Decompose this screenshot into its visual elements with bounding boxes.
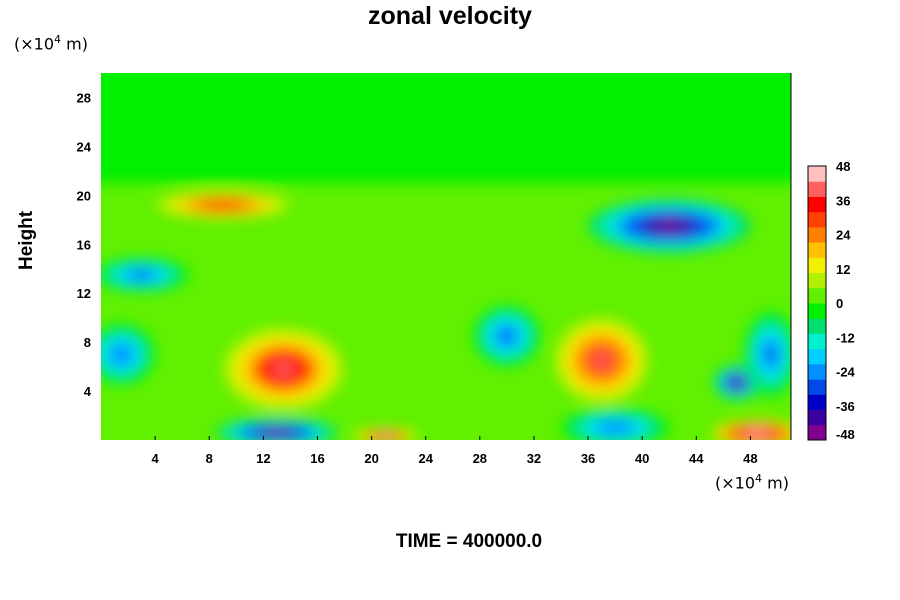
x-tick-label: 24 bbox=[418, 451, 433, 466]
colorbar-segment bbox=[808, 409, 826, 426]
colorbar-segment bbox=[808, 287, 826, 304]
x-tick-label: 20 bbox=[364, 451, 378, 466]
feature-contour bbox=[115, 349, 127, 360]
x-tick-label: 44 bbox=[689, 451, 704, 466]
y-unit-exponent: 4 bbox=[54, 33, 62, 46]
x-tick-label: 16 bbox=[310, 451, 324, 466]
colorbar-tick-label: 48 bbox=[836, 159, 850, 174]
y-tick-label: 12 bbox=[77, 286, 91, 301]
y-unit-suffix: m) bbox=[61, 34, 88, 54]
colorbar-tick-label: 24 bbox=[836, 228, 851, 243]
feature-contour bbox=[133, 271, 150, 278]
x-axis-unit: (×104 m) bbox=[715, 472, 789, 492]
feature-contour bbox=[211, 202, 235, 208]
colorbar-segment bbox=[808, 242, 826, 258]
x-tick-label: 36 bbox=[581, 451, 595, 466]
feature-contour bbox=[733, 379, 741, 386]
x-tick-label: 28 bbox=[473, 451, 487, 466]
velocity-feature bbox=[743, 311, 791, 398]
colorbar-segment bbox=[808, 272, 826, 289]
velocity-feature bbox=[709, 419, 791, 440]
velocity-feature bbox=[216, 417, 338, 440]
x-tick-label: 4 bbox=[152, 451, 160, 466]
y-tick-label: 28 bbox=[77, 90, 91, 105]
y-axis-ticks: 4 8 12 16 20 24 28 bbox=[77, 90, 92, 399]
colorbar-tick-label: -24 bbox=[836, 365, 856, 380]
x-axis-ticks: 4 8 12 16 20 24 28 32 36 40 44 48 bbox=[152, 436, 758, 466]
velocity-feature bbox=[101, 257, 189, 292]
velocity-feature bbox=[101, 323, 156, 385]
velocity-feature bbox=[588, 199, 751, 253]
colorbar-segment bbox=[808, 257, 826, 274]
feature-contour bbox=[266, 430, 288, 436]
x-tick-label: 40 bbox=[635, 451, 649, 466]
x-tick-label: 48 bbox=[743, 451, 757, 466]
velocity-feature bbox=[473, 305, 541, 367]
velocity-field bbox=[101, 73, 791, 440]
y-tick-label: 24 bbox=[77, 139, 92, 154]
feature-contour bbox=[379, 434, 391, 439]
velocity-feature bbox=[222, 327, 345, 411]
colorbar-segment bbox=[808, 303, 826, 319]
colorbar-tick-label: -48 bbox=[836, 427, 855, 442]
x-unit-suffix: m) bbox=[762, 473, 789, 493]
feature-contour bbox=[501, 330, 513, 342]
y-tick-label: 16 bbox=[77, 237, 91, 252]
colorbar-segment bbox=[808, 333, 826, 350]
colorbar-segment bbox=[808, 318, 826, 334]
colorbar: 48 36 24 12 0 -12 -24 -36 -48 bbox=[807, 159, 856, 442]
plot-area bbox=[101, 73, 791, 440]
colorbar-segment bbox=[808, 211, 826, 228]
colorbar-segment bbox=[808, 196, 826, 213]
colorbar-frame bbox=[807, 165, 827, 441]
colorbar-tick-label: 36 bbox=[836, 193, 850, 208]
colorbar-segment bbox=[808, 348, 826, 365]
upper-layer bbox=[101, 73, 791, 184]
feature-contour bbox=[593, 353, 610, 368]
velocity-feature bbox=[155, 191, 291, 219]
x-tick-label: 8 bbox=[206, 451, 213, 466]
y-tick-label: 4 bbox=[84, 384, 92, 399]
chart-title: zonal velocity bbox=[368, 2, 532, 30]
feature-contour bbox=[749, 431, 766, 437]
colorbar-segment bbox=[808, 226, 826, 243]
feature-contour bbox=[606, 424, 625, 432]
colorbar-tick-label: -12 bbox=[836, 330, 855, 345]
velocity-feature bbox=[554, 317, 649, 404]
y-unit-prefix: (×10 bbox=[14, 34, 55, 54]
x-unit-prefix: (×10 bbox=[715, 473, 756, 493]
x-tick-label: 12 bbox=[256, 451, 270, 466]
colorbar-segment bbox=[808, 379, 826, 395]
feature-contour bbox=[655, 221, 683, 231]
y-axis-unit: (×104 m) bbox=[14, 33, 88, 53]
colorbar-tick-label: 0 bbox=[836, 296, 843, 311]
colorbar-segment bbox=[808, 363, 826, 380]
x-unit-exponent: 4 bbox=[755, 472, 763, 485]
y-tick-label: 8 bbox=[84, 335, 91, 350]
time-label: TIME = 400000.0 bbox=[395, 531, 543, 552]
feature-contour bbox=[273, 362, 294, 376]
y-tick-label: 20 bbox=[77, 188, 91, 203]
velocity-feature bbox=[351, 427, 419, 440]
colorbar-segment bbox=[808, 424, 826, 441]
velocity-feature bbox=[561, 408, 670, 440]
x-tick-label: 32 bbox=[527, 451, 541, 466]
colorbar-segment bbox=[808, 166, 826, 182]
feature-contour bbox=[766, 347, 776, 362]
colorbar-tick-label: 12 bbox=[836, 262, 850, 277]
colorbar-segment bbox=[808, 181, 826, 197]
velocity-feature bbox=[713, 365, 760, 400]
colorbar-segment bbox=[808, 394, 826, 411]
colorbar-tick-label: -36 bbox=[836, 399, 855, 414]
